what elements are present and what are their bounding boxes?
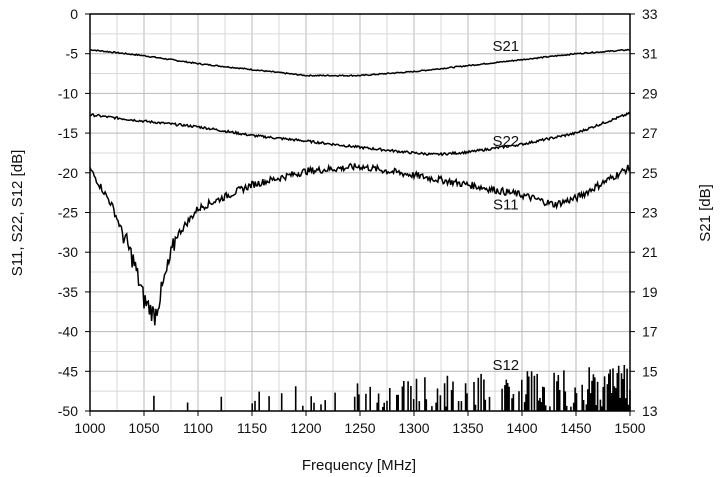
x-tick-label: 1100 — [183, 420, 213, 436]
y-tick-label-right: 23 — [642, 205, 658, 221]
y-tick-label-right: 21 — [642, 244, 658, 260]
y-tick-label-left: 0 — [70, 6, 78, 22]
series-s12 — [153, 365, 631, 411]
x-tick-label: 1200 — [290, 420, 321, 436]
y-tick-label-right: 13 — [642, 403, 658, 419]
y-tick-label-right: 33 — [642, 6, 658, 22]
y-tick-label-left: -10 — [58, 85, 78, 101]
x-tick-label: 1050 — [128, 420, 159, 436]
series-s22 — [90, 111, 631, 157]
y-tick-label-right: 15 — [642, 363, 658, 379]
y-tick-label-right: 29 — [642, 85, 658, 101]
x-tick-label: 1250 — [344, 420, 375, 436]
x-tick-label: 1150 — [237, 420, 267, 436]
x-tick-label: 1450 — [560, 420, 591, 436]
x-axis-label: Frequency [MHz] — [302, 457, 416, 474]
y-axis-label-left: S11, S22, S12 [dB] — [9, 150, 26, 276]
y-axis-label-right: S21 [dB] — [697, 184, 714, 242]
y-tick-label-left: -5 — [66, 46, 79, 62]
x-tick-label: 1400 — [506, 420, 537, 436]
x-tick-label: 1300 — [398, 420, 429, 436]
annotation-s11: S11 — [493, 197, 519, 214]
y-tick-label-left: -50 — [58, 403, 78, 419]
y-tick-label-right: 25 — [642, 165, 658, 181]
annotation-s21: S21 — [492, 38, 519, 55]
annotation-s22: S22 — [492, 133, 519, 150]
y-tick-label-left: -25 — [58, 205, 78, 221]
y-tick-label-left: -35 — [58, 284, 78, 300]
y-tick-label-left: -30 — [58, 244, 78, 260]
series-s11 — [89, 162, 631, 326]
grid — [89, 13, 631, 412]
x-tick-label: 1350 — [452, 420, 483, 436]
y-tick-label-right: 27 — [642, 125, 658, 141]
series-s21 — [89, 48, 631, 78]
y-tick-label-right: 31 — [642, 46, 658, 62]
x-tick-label: 1500 — [614, 420, 645, 436]
y-tick-label-left: -15 — [58, 125, 78, 141]
y-tick-label-right: 19 — [642, 284, 658, 300]
annotation-s12: S12 — [492, 357, 519, 374]
y-tick-label-left: -40 — [58, 324, 78, 340]
y-tick-label-right: 17 — [642, 324, 658, 340]
y-tick-label-left: -45 — [58, 363, 78, 379]
x-tick-label: 1000 — [74, 420, 105, 436]
y-tick-label-left: -20 — [58, 165, 78, 181]
